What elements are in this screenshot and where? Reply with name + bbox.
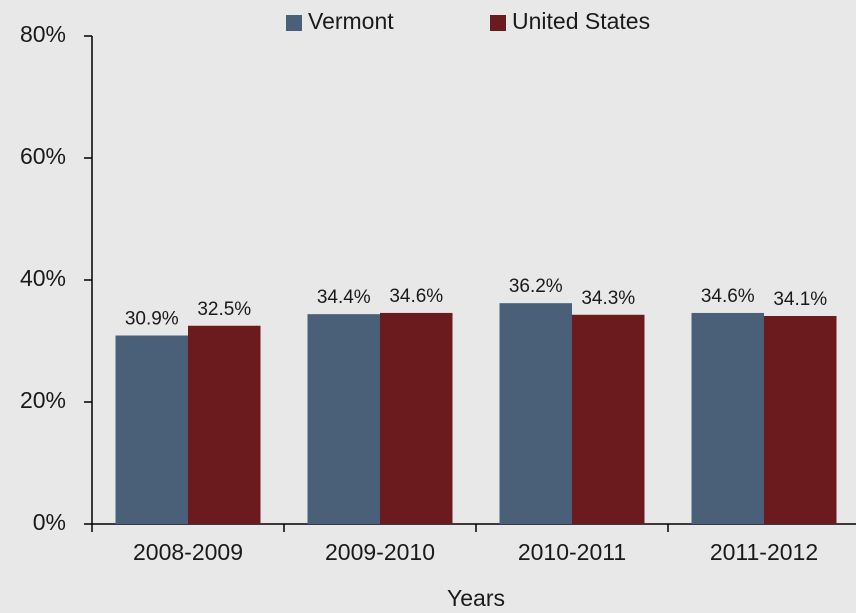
value-label: 32.5% bbox=[197, 299, 251, 320]
bar bbox=[307, 314, 380, 524]
bar bbox=[380, 312, 453, 524]
y-tick-label: 40% bbox=[20, 265, 66, 291]
x-tick-label: 2010-2011 bbox=[518, 539, 626, 565]
bar bbox=[115, 335, 188, 524]
value-label: 36.2% bbox=[509, 276, 563, 297]
x-axis-label: Years bbox=[447, 585, 505, 611]
y-tick-label: 20% bbox=[20, 387, 66, 413]
y-tick-label: 60% bbox=[20, 143, 66, 169]
bar bbox=[499, 303, 572, 524]
value-label: 30.9% bbox=[125, 309, 179, 330]
legend-label: United States bbox=[512, 8, 650, 34]
value-label: 34.4% bbox=[317, 287, 371, 308]
bar bbox=[188, 325, 261, 524]
legend-swatch bbox=[286, 15, 302, 31]
bar bbox=[691, 312, 764, 524]
bar bbox=[764, 315, 837, 524]
legend-label: Vermont bbox=[308, 8, 394, 34]
value-label: 34.1% bbox=[773, 289, 827, 310]
x-tick-label: 2008-2009 bbox=[133, 539, 243, 565]
y-tick-label: 80% bbox=[20, 21, 66, 47]
legend-swatch bbox=[490, 15, 506, 31]
x-tick-label: 2011-2012 bbox=[710, 539, 818, 565]
x-tick-label: 2009-2010 bbox=[325, 539, 435, 565]
y-tick-label: 0% bbox=[33, 509, 66, 535]
value-label: 34.3% bbox=[581, 288, 635, 309]
value-label: 34.6% bbox=[389, 286, 443, 307]
value-label: 34.6% bbox=[701, 286, 755, 307]
bar bbox=[572, 314, 645, 524]
